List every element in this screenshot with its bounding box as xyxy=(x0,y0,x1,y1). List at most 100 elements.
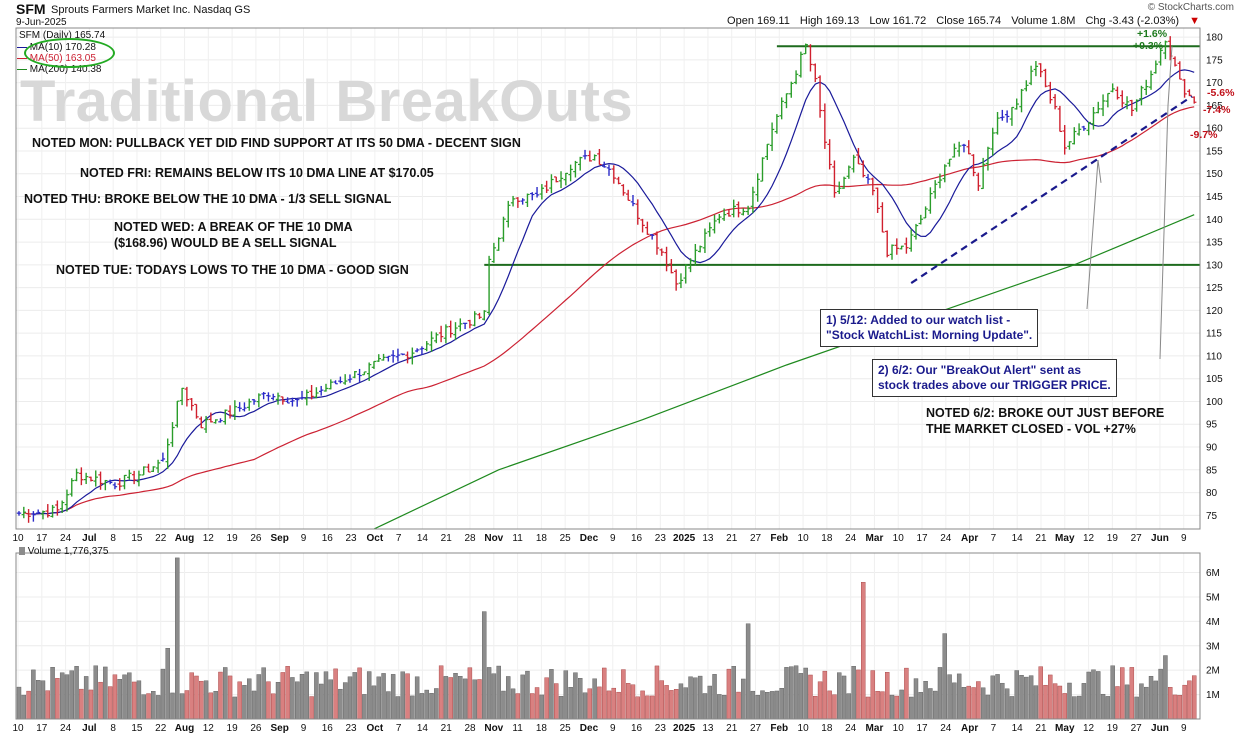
price-bar xyxy=(606,164,612,176)
pct-minus-5-6: -5.6% xyxy=(1207,87,1235,99)
price-bar xyxy=(83,472,89,485)
price-bar xyxy=(602,161,607,168)
volume-bar xyxy=(760,690,765,720)
x-tick-label: Mar xyxy=(866,533,884,544)
price-bar xyxy=(304,389,310,406)
price-bar xyxy=(328,379,333,390)
ma200-line xyxy=(373,214,1195,530)
price-bar xyxy=(1052,94,1058,110)
volume-x-tick-label: Sep xyxy=(271,723,289,734)
volume-bar xyxy=(870,670,876,720)
price-bar xyxy=(822,103,828,149)
volume-bar xyxy=(765,692,770,720)
price-bar xyxy=(702,228,708,253)
x-tick-label: Aug xyxy=(175,533,194,544)
x-tick-label: 22 xyxy=(155,533,167,544)
volume-bar xyxy=(717,694,722,720)
price-bar xyxy=(482,310,487,321)
price-bar xyxy=(793,70,799,85)
volume-bar xyxy=(1076,695,1082,720)
volume-bar xyxy=(1110,665,1115,720)
price-bar xyxy=(544,180,549,194)
ma10-swatch-icon xyxy=(17,46,27,48)
volume-bar xyxy=(1191,675,1197,720)
x-tick-label: Feb xyxy=(770,533,788,544)
price-bar xyxy=(40,510,46,520)
price-bar xyxy=(74,468,79,482)
x-tick-label: 9 xyxy=(610,533,616,544)
volume-bar xyxy=(208,692,214,720)
price-bar xyxy=(88,476,94,482)
volume-bar xyxy=(1062,693,1067,720)
volume-bar xyxy=(491,673,497,720)
note-wed-line1: NOTED WED: A BREAK OF THE 10 DMA xyxy=(114,220,353,234)
price-bar xyxy=(597,148,602,166)
price-bar xyxy=(630,194,636,207)
volume-bar xyxy=(1163,655,1168,720)
volume-bar xyxy=(779,688,784,720)
volume-x-tick-label: 10 xyxy=(893,723,905,734)
price-bar xyxy=(165,438,170,469)
volume-bar xyxy=(937,667,943,720)
volume-bar xyxy=(74,666,79,720)
x-tick-label: 17 xyxy=(916,533,928,544)
price-bar xyxy=(501,216,506,242)
price-bar xyxy=(381,353,386,361)
pct-minus-9-7: -9.7% xyxy=(1190,129,1218,141)
volume-bar xyxy=(822,670,828,720)
price-bar xyxy=(151,466,156,472)
volume-bar xyxy=(79,688,84,720)
x-tick-label: 27 xyxy=(750,533,762,544)
volume-bar xyxy=(856,669,861,720)
volume-x-tick-label: Jun xyxy=(1151,723,1169,734)
volume-x-tick-label: 24 xyxy=(60,723,72,734)
volume-bar xyxy=(827,690,832,720)
price-bar xyxy=(741,208,746,216)
company-name: Sprouts Farmers Market Inc. Nasdaq GS xyxy=(51,4,251,16)
price-bar xyxy=(817,75,823,118)
volume-bar xyxy=(621,669,626,720)
note-thu: NOTED THU: BROKE BELOW THE 10 DMA - 1/3 … xyxy=(24,192,392,206)
volume-bar xyxy=(1038,666,1043,720)
y-tick-label: 130 xyxy=(1206,260,1223,271)
price-bar xyxy=(314,387,319,399)
volume-bar xyxy=(122,674,127,720)
price-bar xyxy=(774,114,780,134)
volume-bar xyxy=(817,681,823,720)
price-bar xyxy=(813,63,818,83)
volume-bar xyxy=(203,680,209,720)
price-bar xyxy=(592,154,597,161)
price-bar xyxy=(405,351,410,364)
price-bar xyxy=(654,231,660,255)
price-bar xyxy=(486,255,492,315)
price-bar xyxy=(578,156,583,171)
price-bar xyxy=(961,143,967,153)
price-bar xyxy=(798,51,804,78)
note-mon: NOTED MON: PULLBACK YET DID FIND SUPPORT… xyxy=(32,136,521,150)
volume-bar xyxy=(179,693,185,720)
volume-bar xyxy=(755,695,760,720)
volume-bar xyxy=(832,694,837,720)
price-bar xyxy=(947,158,952,167)
price-bar xyxy=(275,392,281,405)
volume-bar xyxy=(386,691,391,720)
x-tick-label: Nov xyxy=(484,533,503,544)
volume-bar xyxy=(606,690,612,720)
volume-x-tick-label: 14 xyxy=(1012,723,1024,734)
volume-bar xyxy=(1124,684,1130,720)
price-bar xyxy=(271,393,276,401)
quote-open-label: Open xyxy=(727,15,754,27)
price-bar xyxy=(366,362,372,381)
price-bar xyxy=(477,312,482,320)
price-bar xyxy=(1019,88,1024,113)
volume-bar xyxy=(1043,684,1048,720)
volume-bar xyxy=(1148,675,1154,720)
x-tick-label: Sep xyxy=(271,533,289,544)
volume-bar xyxy=(127,672,132,720)
volume-x-tick-label: 26 xyxy=(250,723,262,734)
volume-bar xyxy=(534,687,540,720)
price-bar xyxy=(117,478,122,491)
price-bar xyxy=(1076,123,1082,136)
volume-bar xyxy=(899,689,904,720)
volume-bar xyxy=(563,670,569,720)
